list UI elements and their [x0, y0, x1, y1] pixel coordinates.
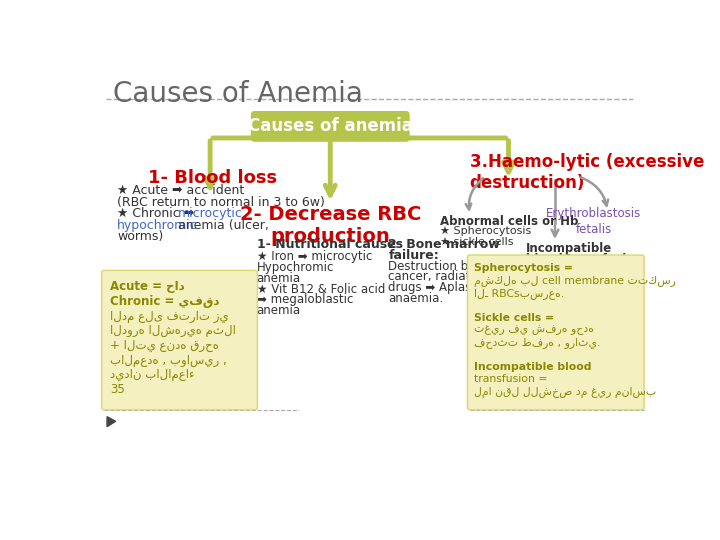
Text: مشكله بل cell membrane تتكسر: مشكله بل cell membrane تتكسر — [474, 276, 676, 287]
Text: ديدان بالامعاء: ديدان بالامعاء — [110, 368, 194, 381]
Text: Acute = حاد: Acute = حاد — [110, 280, 185, 293]
Text: ★ Chronic ➡: ★ Chronic ➡ — [117, 207, 199, 220]
Text: ★ Acute ➡ acc ident: ★ Acute ➡ acc ident — [117, 184, 244, 197]
Text: cancer, radiation,: cancer, radiation, — [388, 271, 492, 284]
Text: ★ Vit B12 & Folic acid: ★ Vit B12 & Folic acid — [256, 283, 385, 296]
FancyBboxPatch shape — [251, 111, 410, 142]
Text: Incompatible: Incompatible — [526, 242, 613, 255]
Text: blood transfusion: blood transfusion — [526, 253, 643, 266]
Polygon shape — [107, 417, 116, 427]
Text: anaemia.: anaemia. — [388, 292, 444, 305]
Text: ★ Spherocytosis: ★ Spherocytosis — [441, 226, 531, 237]
Text: بالمعده , بواسير ,: بالمعده , بواسير , — [110, 354, 227, 367]
Text: hypochromic: hypochromic — [117, 219, 198, 232]
Text: الدم على فترات زي: الدم على فترات زي — [110, 309, 229, 323]
Text: Abnormal cells or Hb: Abnormal cells or Hb — [441, 215, 579, 228]
Text: 35: 35 — [110, 383, 125, 396]
Text: Incompatible blood: Incompatible blood — [474, 362, 592, 372]
Text: worms): worms) — [117, 231, 163, 244]
Text: Sickle cells =: Sickle cells = — [474, 313, 554, 323]
Text: لما نقل للشخص دم غير مناسب: لما نقل للشخص دم غير مناسب — [474, 387, 657, 397]
Text: (RBC return to normal in 3 to 6w): (RBC return to normal in 3 to 6w) — [117, 195, 325, 208]
FancyBboxPatch shape — [467, 255, 644, 410]
Text: الدوره الشهريه مثلا: الدوره الشهريه مثلا — [110, 325, 236, 338]
Text: فحدثت طفره , وراثي.: فحدثت طفره , وراثي. — [474, 338, 601, 348]
Text: ★ Iron ➡ microcytic: ★ Iron ➡ microcytic — [256, 251, 372, 264]
Text: ➡ megaloblastic: ➡ megaloblastic — [256, 294, 353, 307]
Text: Causes of anemia: Causes of anemia — [248, 117, 413, 136]
Text: Hypochromic: Hypochromic — [256, 261, 334, 274]
Text: الـ RBCsبسرعه.: الـ RBCsبسرعه. — [474, 288, 564, 299]
Text: Destruction by: Destruction by — [388, 260, 475, 273]
Text: transfusion =: transfusion = — [474, 374, 548, 384]
Text: anemia (ulcer,: anemia (ulcer, — [174, 219, 269, 232]
Text: Causes of Anemia: Causes of Anemia — [113, 80, 363, 108]
Text: Spherocytosis =: Spherocytosis = — [474, 264, 573, 273]
Text: + التي عنده قرحه: + التي عنده قرحه — [110, 339, 219, 352]
Text: Chronic = يفقد: Chronic = يفقد — [110, 295, 220, 308]
Text: failure:: failure: — [388, 249, 439, 262]
Text: 2- Decrease RBC
production: 2- Decrease RBC production — [240, 205, 421, 246]
Text: 2- Bone marrow: 2- Bone marrow — [388, 238, 500, 251]
Text: microcytic: microcytic — [178, 207, 243, 220]
Text: drugs ➡ Aplastic: drugs ➡ Aplastic — [388, 281, 486, 294]
Text: Erythroblastosis
fetalis: Erythroblastosis fetalis — [546, 207, 642, 237]
Text: anemia: anemia — [256, 272, 301, 285]
FancyBboxPatch shape — [102, 271, 258, 410]
Text: تغير في شفره وحده: تغير في شفره وحده — [474, 325, 595, 335]
Text: 1- Blood loss: 1- Blood loss — [148, 168, 277, 187]
Text: 3.Haemo-lytic (excessive
destruction): 3.Haemo-lytic (excessive destruction) — [469, 153, 704, 192]
Text: anemia: anemia — [256, 304, 301, 318]
Text: 1- Nutritional causes: 1- Nutritional causes — [256, 238, 402, 251]
Text: ★ sickle cells: ★ sickle cells — [441, 237, 514, 247]
